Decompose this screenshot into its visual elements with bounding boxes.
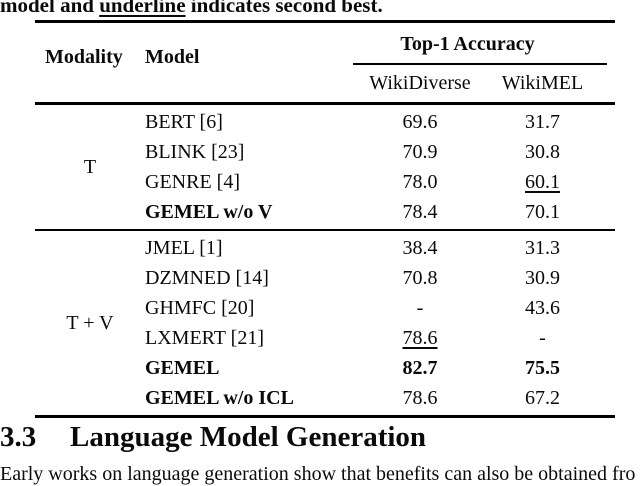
- value-text: -: [416, 297, 424, 319]
- header-model: Model: [145, 46, 200, 68]
- model-name: JMEL [1]: [145, 237, 223, 259]
- value-cell: 75.5: [495, 353, 615, 383]
- value-text: 38.4: [402, 237, 438, 259]
- value-text: 75.5: [525, 357, 560, 379]
- model-name: BLINK [23]: [145, 141, 245, 163]
- value-cell: 82.7: [345, 353, 495, 383]
- value-cell: -: [345, 293, 495, 323]
- value-cell: 69.6: [345, 107, 495, 137]
- value-text: 30.9: [525, 267, 560, 289]
- value-cell: -: [495, 323, 615, 353]
- value-text: -: [539, 327, 546, 349]
- table-header: Modality Model Top-1 Accuracy WikiDivers…: [35, 23, 615, 105]
- value-text: 78.4: [402, 201, 438, 223]
- value-cell: 43.6: [495, 293, 615, 323]
- section-heading: 3.3 Language Model Generation: [0, 421, 640, 453]
- table-body: T BERT [6] 69.6 31.7 BLINK [23] 70.9 30.8 GENRE…: [35, 105, 615, 418]
- value-text: 69.6: [402, 111, 438, 133]
- value-text: 67.2: [525, 387, 560, 409]
- value-text: 82.7: [402, 357, 438, 379]
- header-wikidiverse: WikiDiverse: [369, 72, 471, 94]
- section-number: 3.3: [0, 421, 37, 453]
- model-name: DZMNED [14]: [145, 267, 269, 289]
- value-cell: 78.6: [345, 323, 495, 353]
- value-cell: 30.9: [495, 263, 615, 293]
- value-text: 70.1: [525, 201, 560, 223]
- value-cell: 70.1: [495, 197, 615, 227]
- caption-text-pre: model and: [0, 0, 100, 17]
- value-cell: 31.3: [495, 233, 615, 263]
- table-caption-fragment: model and underline indicates second bes…: [0, 0, 640, 16]
- model-name: GHMFC [20]: [145, 297, 255, 319]
- value-cell: 67.2: [495, 383, 615, 413]
- value-text: 60.1: [525, 171, 560, 193]
- caption-text-post: indicates second best.: [185, 0, 383, 17]
- value-text: 30.8: [525, 141, 560, 163]
- value-cell: 31.7: [495, 107, 615, 137]
- modality-label: T: [83, 156, 97, 178]
- header-top1-accuracy: Top-1 Accuracy: [345, 23, 615, 65]
- header-modality: Modality: [45, 46, 123, 68]
- section-title: Language Model Generation: [70, 421, 427, 453]
- value-cell: 78.0: [345, 167, 495, 197]
- value-text: 70.9: [402, 141, 438, 163]
- value-text: 70.8: [402, 267, 438, 289]
- value-cell: 70.9: [345, 137, 495, 167]
- caption-underlined-word: underline: [99, 0, 186, 17]
- value-text: 78.0: [402, 171, 438, 193]
- body-text-clipped: Early works on language generation show …: [0, 463, 636, 485]
- model-name: GEMEL: [145, 357, 220, 379]
- header-wikimel: WikiMEL: [501, 72, 584, 94]
- value-text: 78.6: [402, 387, 438, 409]
- value-cell: 38.4: [345, 233, 495, 263]
- value-text: 78.6: [402, 327, 438, 349]
- value-cell: 70.8: [345, 263, 495, 293]
- value-cell: 60.1: [495, 167, 615, 197]
- model-name: LXMERT [21]: [145, 327, 264, 349]
- table-group: T BERT [6] 69.6 31.7 BLINK [23] 70.9 30.8 GENRE…: [35, 105, 615, 229]
- model-name: BERT [6]: [145, 111, 223, 133]
- model-name: GEMEL w/o ICL: [145, 387, 294, 409]
- value-cell: 78.6: [345, 383, 495, 413]
- modality-label: T + V: [66, 312, 114, 334]
- model-name: GENRE [4]: [145, 171, 240, 193]
- model-name: GEMEL w/o V: [145, 201, 273, 223]
- results-table: Modality Model Top-1 Accuracy WikiDivers…: [35, 20, 615, 418]
- value-text: 43.6: [525, 297, 560, 319]
- table-group: T + V JMEL [1] 38.4 31.3 DZMNED [14] 70.8 30.9…: [35, 229, 615, 415]
- value-text: 31.3: [525, 237, 560, 259]
- value-text: 31.7: [525, 111, 560, 133]
- value-cell: 30.8: [495, 137, 615, 167]
- value-cell: 78.4: [345, 197, 495, 227]
